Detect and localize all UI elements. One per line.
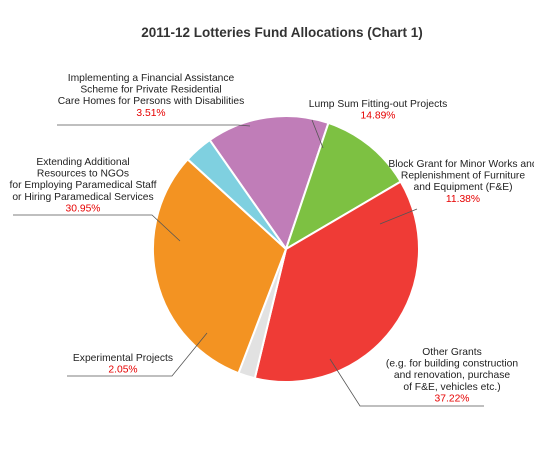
- slice-label: (e.g. for building construction: [386, 359, 518, 370]
- leader-line: [329, 358, 484, 407]
- pie-slice: [208, 115, 330, 252]
- leader-line: [67, 332, 208, 377]
- pie-slices: [152, 115, 420, 383]
- pie-slice: [186, 138, 287, 250]
- slice-value-label: 30.95%: [66, 203, 101, 214]
- slice-label: and renovation, purchase: [394, 370, 510, 381]
- slice-value-label: 2.05%: [108, 365, 137, 376]
- leader-line: [13, 214, 181, 242]
- slice-label: Block Grant for Minor Works and: [388, 159, 534, 170]
- leader-line: [57, 124, 251, 127]
- pie-slice: [253, 180, 420, 383]
- slice-label: Scheme for Private Residential: [80, 85, 221, 96]
- slice-label: for Employing Paramedical Staff: [10, 180, 157, 191]
- slice-label: Other Grants: [422, 347, 482, 358]
- slice-value-label: 14.89%: [361, 111, 396, 122]
- slice-label: Implementing a Financial Assistance: [68, 73, 235, 84]
- slice-value-label: 11.38%: [446, 194, 480, 205]
- chart-title: 2011-12 Lotteries Fund Allocations (Char…: [141, 25, 423, 40]
- pie-slice: [284, 121, 403, 252]
- leader-line: [379, 208, 418, 225]
- slice-label: of F&E, vehicles etc.): [403, 382, 500, 393]
- slice-label: Experimental Projects: [73, 353, 173, 364]
- leader-lines: [13, 119, 484, 407]
- slice-value-label: 37.22%: [435, 393, 470, 404]
- slice-label: Extending Additional: [36, 157, 129, 168]
- slice-label: Resources to NGOs: [37, 169, 129, 180]
- pie-slice: [152, 157, 288, 375]
- slice-label: Replenishment of Furniture: [401, 171, 525, 182]
- slice-label: or Hiring Paramedical Services: [12, 192, 153, 203]
- leader-line: [311, 119, 324, 149]
- slice-label: Lump Sum Fitting-out Projects: [309, 99, 448, 110]
- slice-value-label: 3.51%: [136, 108, 165, 119]
- slice-label: and Equipment (F&E): [413, 182, 512, 193]
- slice-label: Care Homes for Persons with Disabilities: [58, 96, 245, 107]
